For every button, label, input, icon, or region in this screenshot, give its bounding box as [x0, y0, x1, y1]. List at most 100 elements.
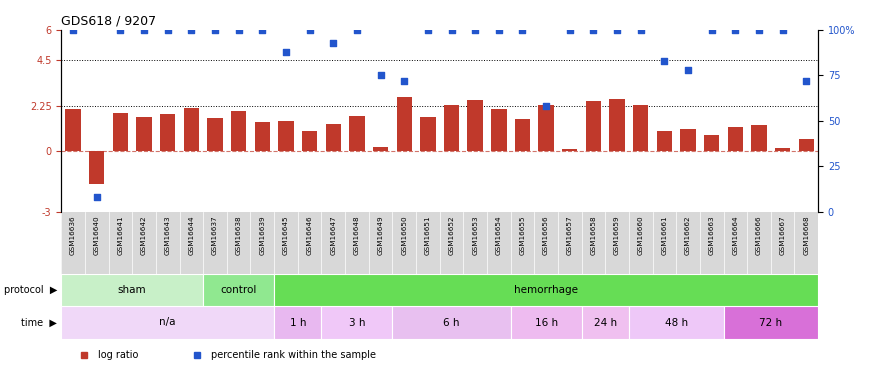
Text: percentile rank within the sample: percentile rank within the sample [211, 350, 376, 360]
Bar [61, 306, 274, 339]
Bar [633, 105, 648, 151]
Bar [326, 124, 341, 151]
Text: GSM16653: GSM16653 [473, 215, 478, 255]
Text: 72 h: 72 h [760, 318, 782, 327]
Text: 16 h: 16 h [535, 318, 557, 327]
Text: n/a: n/a [159, 318, 176, 327]
Point [634, 27, 648, 33]
Point [374, 72, 388, 78]
Text: GSM16662: GSM16662 [685, 215, 691, 255]
Point [775, 27, 789, 33]
Bar [302, 131, 318, 151]
Point [255, 27, 270, 33]
Text: GSM16654: GSM16654 [496, 215, 502, 255]
Point [492, 27, 506, 33]
Text: GSM16636: GSM16636 [70, 215, 76, 255]
Point [681, 67, 695, 73]
Text: GSM16643: GSM16643 [164, 215, 171, 255]
Point [326, 40, 340, 46]
Bar [511, 306, 582, 339]
Text: time  ▶: time ▶ [21, 318, 57, 327]
Text: 1 h: 1 h [290, 318, 306, 327]
Text: GSM16640: GSM16640 [94, 215, 100, 255]
Point [586, 27, 600, 33]
Text: GSM16641: GSM16641 [117, 215, 123, 255]
Text: GSM16649: GSM16649 [377, 215, 383, 255]
Text: 3 h: 3 h [348, 318, 365, 327]
Text: GSM16651: GSM16651 [425, 215, 430, 255]
Text: GSM16667: GSM16667 [780, 215, 786, 255]
Bar [724, 306, 818, 339]
Text: GSM16663: GSM16663 [709, 215, 715, 255]
Bar [467, 100, 483, 151]
Bar [321, 306, 392, 339]
Bar [184, 108, 199, 151]
Bar [538, 105, 554, 151]
Bar [396, 97, 412, 151]
Text: GSM16638: GSM16638 [235, 215, 242, 255]
Text: control: control [220, 285, 257, 295]
Bar [274, 306, 321, 339]
Bar [392, 306, 511, 339]
Text: log ratio: log ratio [98, 350, 138, 360]
Bar [444, 105, 459, 151]
Bar [681, 129, 696, 151]
Text: GSM16661: GSM16661 [662, 215, 668, 255]
Bar [491, 109, 507, 151]
Point [208, 27, 222, 33]
Bar [113, 113, 128, 151]
Bar [657, 131, 672, 151]
Bar [582, 306, 629, 339]
Text: GSM16646: GSM16646 [306, 215, 312, 255]
Point [657, 58, 671, 64]
Text: GSM16668: GSM16668 [803, 215, 809, 255]
Bar [66, 109, 80, 151]
Point [421, 27, 435, 33]
Text: protocol  ▶: protocol ▶ [4, 285, 57, 295]
Point [350, 27, 364, 33]
Text: 24 h: 24 h [594, 318, 617, 327]
Text: GSM16666: GSM16666 [756, 215, 762, 255]
Bar [704, 135, 719, 151]
Point [279, 49, 293, 55]
Bar [514, 119, 530, 151]
Bar [160, 114, 175, 151]
Text: GSM16657: GSM16657 [567, 215, 573, 255]
Bar [629, 306, 724, 339]
Bar [585, 101, 601, 151]
Bar [89, 151, 104, 184]
Bar [420, 117, 436, 151]
Bar [799, 139, 814, 151]
Text: GSM16637: GSM16637 [212, 215, 218, 255]
Point [728, 27, 742, 33]
Bar [349, 116, 365, 151]
Point [704, 27, 718, 33]
Text: GDS618 / 9207: GDS618 / 9207 [61, 15, 157, 27]
Point [137, 27, 151, 33]
Text: GSM16648: GSM16648 [354, 215, 360, 255]
Text: GSM16652: GSM16652 [449, 215, 454, 255]
Bar [775, 148, 790, 151]
Bar [752, 125, 766, 151]
Bar [274, 274, 818, 306]
Point [303, 27, 317, 33]
Text: GSM16659: GSM16659 [614, 215, 620, 255]
Point [161, 27, 175, 33]
Bar [562, 149, 578, 151]
Point [799, 78, 813, 84]
Point [444, 27, 458, 33]
Text: GSM16645: GSM16645 [283, 215, 289, 255]
Bar [278, 121, 294, 151]
Bar [61, 274, 203, 306]
Bar [231, 111, 247, 151]
Text: 48 h: 48 h [665, 318, 688, 327]
Bar [373, 147, 388, 151]
Point [563, 27, 577, 33]
Point [610, 27, 624, 33]
Point [66, 27, 80, 33]
Text: GSM16639: GSM16639 [259, 215, 265, 255]
Point [185, 27, 199, 33]
Point [397, 78, 411, 84]
Point [232, 27, 246, 33]
Text: GSM16658: GSM16658 [591, 215, 597, 255]
